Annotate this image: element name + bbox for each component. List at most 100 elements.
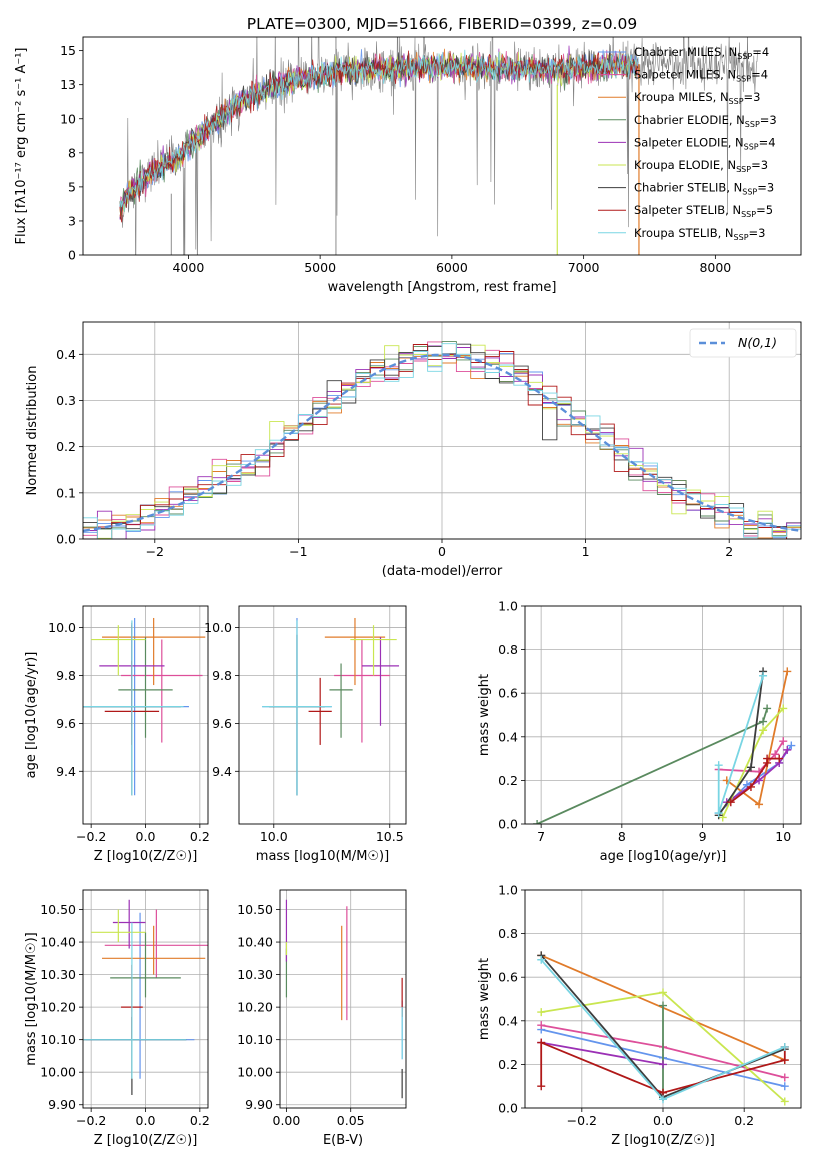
mass-weight-point bbox=[780, 1056, 789, 1065]
y-tick-label: 9.90 bbox=[48, 1097, 76, 1112]
legend-label: Chabrier ELODIE, NSSP=3 bbox=[634, 113, 777, 129]
mass-weight-point bbox=[537, 1021, 546, 1030]
mass-weight-point bbox=[783, 745, 792, 754]
legend-subscript: SSP bbox=[729, 97, 744, 106]
y-tick-label: 9.90 bbox=[245, 1097, 273, 1112]
mass-weight-point bbox=[742, 780, 751, 789]
mass-vs-EBV-panel: 0.00 0.05 9.90 10.00 10.10 10.20 10.30 10.40 10.… bbox=[237, 889, 407, 1148]
y-tick-label: 9.4 bbox=[56, 764, 76, 779]
x-tick-label: 8000 bbox=[699, 260, 731, 275]
x-tick-label: 0.0 bbox=[653, 1113, 673, 1128]
histogram-step bbox=[83, 343, 801, 539]
x-axis-label: age [log10(age/yr)] bbox=[600, 849, 727, 864]
x-tick-label: 10 bbox=[775, 829, 791, 844]
x-tick-label: 5000 bbox=[304, 260, 336, 275]
normal-curve bbox=[83, 353, 801, 533]
mass-weight-point bbox=[780, 1042, 789, 1051]
y-tick-label: 10.0 bbox=[204, 620, 232, 635]
y-tick-label: 13 bbox=[60, 77, 76, 92]
model-spectrum-line bbox=[119, 49, 639, 212]
x-tick-label: 0.2 bbox=[734, 1113, 754, 1128]
legend-nssp-value: =3 bbox=[757, 181, 774, 195]
y-axis-label: mass weight bbox=[477, 674, 492, 756]
y-tick-label: 0.3 bbox=[56, 393, 76, 408]
mass-weight-point bbox=[714, 809, 723, 818]
mass-weight-point bbox=[714, 761, 723, 770]
mass-weight-point bbox=[759, 726, 768, 735]
x-tick-label: 0.0 bbox=[136, 1113, 156, 1128]
mass-weight-point bbox=[763, 704, 772, 713]
axes-frame bbox=[524, 889, 802, 1109]
legend-label: Kroupa MILES, NSSP=3 bbox=[634, 90, 760, 106]
mass-weight-point bbox=[755, 800, 764, 809]
x-tick-label: 9 bbox=[699, 829, 707, 844]
x-tick-label: −2 bbox=[146, 544, 164, 559]
mass-weight-vs-Z-panel: −0.2 0.0 0.2 0.0 0.2 0.4 0.6 0.8 1.0 Z [log10(Z/Z… bbox=[477, 883, 802, 1148]
legend-label: Kroupa STELIB, NSSP=3 bbox=[634, 226, 765, 242]
x-tick-label: 10.0 bbox=[260, 829, 288, 844]
x-axis-label: wavelength [Angstrom, rest frame] bbox=[328, 280, 557, 295]
y-tick-label: 0.8 bbox=[498, 926, 518, 941]
mass-weight-point bbox=[780, 1097, 789, 1106]
legend-subscript: SSP bbox=[744, 142, 759, 151]
legend-label: N(0,1) bbox=[738, 335, 777, 350]
y-tick-label: 0.0 bbox=[498, 817, 518, 832]
figure-title: PLATE=0300, MJD=51666, FIBERID=0399, z=0… bbox=[247, 15, 637, 33]
axes-frame bbox=[82, 36, 802, 256]
x-tick-label: 1 bbox=[582, 544, 590, 559]
mass-weight-point bbox=[787, 741, 796, 750]
y-tick-label: 1.0 bbox=[498, 883, 518, 898]
mass-weight-line bbox=[541, 1041, 664, 1066]
y-tick-label: 0.0 bbox=[498, 1101, 518, 1116]
y-tick-label: 0.2 bbox=[498, 1057, 518, 1072]
y-tick-label: 10.0 bbox=[48, 620, 76, 635]
x-tick-label: 2 bbox=[725, 544, 733, 559]
legend-nssp-value: =4 bbox=[752, 45, 769, 59]
y-tick-label: 10.50 bbox=[237, 902, 273, 917]
x-axis-label: Z [log10(Z/Z☉)] bbox=[94, 849, 198, 864]
mass-weight-point bbox=[763, 754, 772, 763]
y-axis-label: Normed distribution bbox=[25, 366, 40, 496]
spectrum-panel: 4000 5000 6000 7000 8000 0 3 5 8 10 13 15 Chabrier M… bbox=[14, 36, 802, 295]
legend-subscript: SSP bbox=[741, 210, 756, 219]
x-tick-label: −0.2 bbox=[76, 1113, 106, 1128]
y-tick-label: 0.6 bbox=[498, 686, 518, 701]
axes-frame bbox=[82, 321, 802, 540]
y-tick-label: 10.40 bbox=[40, 935, 76, 950]
x-tick-label: 7 bbox=[537, 829, 545, 844]
mass-weight-point bbox=[746, 782, 755, 791]
legend-subscript: SSP bbox=[737, 52, 752, 61]
legend-nssp-value: =3 bbox=[749, 226, 766, 240]
x-tick-label: 10.5 bbox=[376, 829, 404, 844]
legend-label: Salpeter ELODIE, NSSP=4 bbox=[634, 135, 776, 151]
y-axis-label: mass [log10(M/M☉)] bbox=[24, 932, 39, 1065]
mass-weight-point bbox=[779, 704, 788, 713]
mass-weight-point bbox=[746, 763, 755, 772]
legend-label: Chabrier STELIB, NSSP=3 bbox=[634, 181, 774, 197]
legend-nssp-value: =4 bbox=[759, 135, 776, 149]
y-tick-label: 10.00 bbox=[40, 1065, 76, 1080]
y-tick-label: 1.0 bbox=[498, 599, 518, 614]
mass-weight-point bbox=[659, 1001, 667, 1010]
y-tick-label: 0 bbox=[68, 248, 76, 263]
mass-vs-EBV-marks bbox=[285, 899, 403, 1099]
y-tick-label: 0.2 bbox=[56, 439, 76, 454]
mass-weight-point bbox=[659, 988, 667, 997]
y-tick-label: 0.6 bbox=[498, 970, 518, 985]
mass-weight-point bbox=[783, 667, 792, 676]
x-tick-label: 7000 bbox=[568, 260, 600, 275]
x-axis-label: (data-model)/error bbox=[382, 564, 503, 579]
mass-weight-line bbox=[726, 749, 789, 803]
y-axis-label: age [log10(age/yr)] bbox=[24, 652, 39, 779]
x-tick-label: 0 bbox=[438, 544, 446, 559]
mass-weight-point bbox=[779, 737, 788, 746]
x-tick-label: −0.2 bbox=[567, 1113, 597, 1128]
y-tick-label: 9.4 bbox=[212, 764, 232, 779]
y-tick-label: 9.8 bbox=[56, 668, 76, 683]
legend-subscript: SSP bbox=[736, 165, 751, 174]
legend-box bbox=[689, 328, 797, 358]
y-tick-label: 10.10 bbox=[237, 1032, 273, 1047]
mass-weight-point bbox=[659, 1060, 667, 1069]
legend-subscript: SSP bbox=[745, 120, 760, 129]
